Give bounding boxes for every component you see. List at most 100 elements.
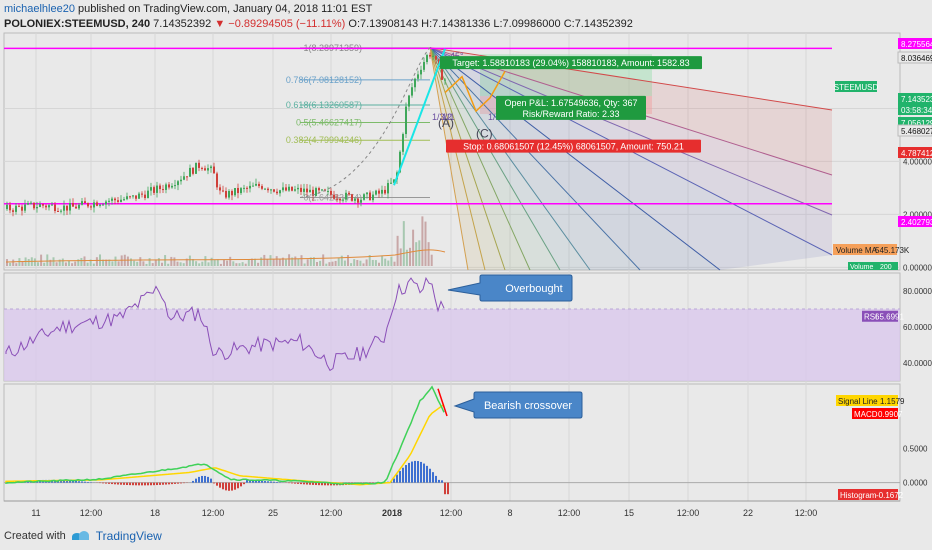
candle [12,210,14,212]
price-change: −0.89294505 (−11.11%) [228,18,346,30]
macd-hist-bar [78,481,80,483]
volume-bar [64,262,67,266]
candle [390,182,392,184]
candle [366,192,368,195]
volume-bar [288,254,291,266]
symbol-tag-bg [835,81,877,92]
gann-fan-line [429,47,486,271]
candle [321,189,323,191]
x-tick-label: 12:00 [677,508,700,518]
pnl-label-text: Risk/Reward Ratio: 2.33 [522,109,619,119]
volume-bar [343,260,346,266]
volume-bar [337,258,340,266]
macd-hist-bar [123,482,125,485]
macd-hist-bar [156,482,158,486]
candle [213,166,215,174]
volume-bar [275,256,278,266]
gann-fan-line [429,47,591,271]
gann-fan-line [429,47,469,271]
macd-hist-bar [393,478,395,483]
volume-bar [139,257,142,266]
volume-bar [250,258,253,266]
macd-hist-bar [120,482,122,485]
candle [312,189,314,196]
volume-bar [170,256,173,266]
candle [429,55,431,57]
macd-hist-bar [177,482,179,484]
gann-label: 1/3/2 [432,112,452,122]
candle [291,186,293,191]
candle [405,106,407,135]
macd-hist-bar [171,482,173,485]
volume-bar [350,263,353,266]
callout-shape [447,274,573,302]
rsi-value: 65.6991 [875,313,904,322]
macd-hist-bar [159,482,161,485]
candle [408,95,410,107]
candle [411,87,413,96]
candle [381,189,383,194]
candle [303,188,305,192]
x-tick-label: 2018 [382,508,402,518]
candle [258,183,260,187]
author-link[interactable]: michaelhlee20 [4,3,75,15]
macd-hist-bar [249,480,251,483]
candle [93,202,95,208]
candle [234,187,236,196]
volume-bar [46,254,49,266]
candle [48,205,50,208]
volume-bar [117,261,120,266]
x-tick-label: 22 [743,508,753,518]
price-labels: 8.27556473 8.03646900 STEEMUSD 7.14352392 03… [834,38,932,227]
volume-bar [331,261,334,266]
candle [15,205,17,212]
candle [132,195,134,197]
volume-value: 200 [880,264,892,271]
volume-bar [235,263,238,266]
volume-bar [229,256,232,266]
candle [228,190,230,198]
candle [339,198,341,201]
volume-bar [130,258,132,266]
volume-bar [58,259,61,266]
volume-bar [353,259,356,266]
volume-bar [15,263,18,266]
macd-hist-bar [87,481,89,483]
signal-tag-bg [836,395,898,406]
price-label-bg [898,147,932,158]
candle [51,204,53,206]
candle [240,188,242,194]
candle [210,166,212,169]
macd-hist-bar [306,482,308,485]
volume-bar [297,258,300,266]
candle [39,204,41,208]
macd-hist-bar [396,474,398,483]
candle [165,184,167,190]
volume-bar [12,259,15,266]
volume-bar [309,257,312,266]
gann-fan-line [429,47,531,271]
candle [9,204,11,211]
volume-bar [68,260,70,266]
tradingview-brand[interactable]: TradingView [95,529,162,543]
candle [270,189,272,191]
volume-bar [368,254,371,266]
volume-bar [359,260,362,266]
candle [201,167,203,169]
candle [399,151,401,173]
candle [66,205,68,211]
price-label: 5.46802756 [901,127,932,136]
hist-tag-bg [838,489,898,500]
macd-hist-bar [399,470,401,483]
macd-hist-bar [129,482,131,486]
volume-bar [198,263,201,266]
macd-value: 0.9907 [878,410,903,419]
price-label-bg [898,38,932,49]
tradingview-logo-icon [71,531,90,541]
stop-label-bg [446,139,701,153]
volume-bar [120,255,123,266]
candle [72,203,74,207]
macd-hist-bar [447,482,449,495]
